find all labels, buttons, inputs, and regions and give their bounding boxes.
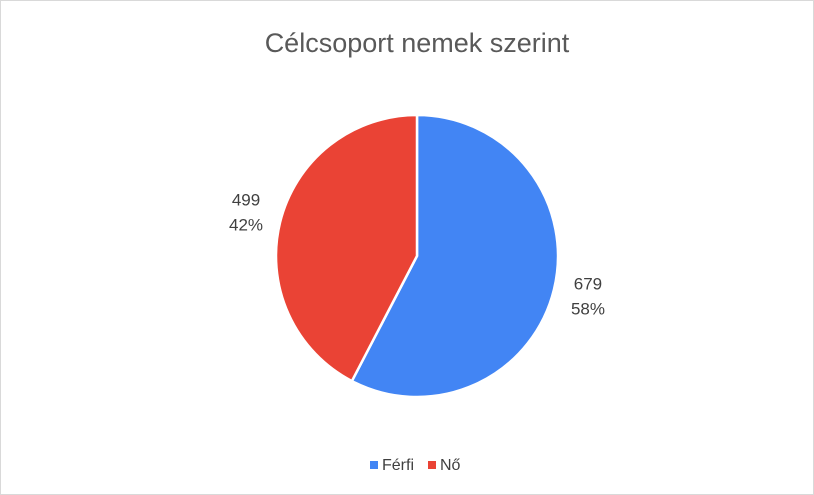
chart-title: Célcsoport nemek szerint (265, 28, 570, 58)
legend-swatch (370, 461, 378, 469)
legend-swatch (428, 461, 436, 469)
pie-slice (350, 113, 560, 399)
legend-label: Nő (440, 457, 461, 474)
data-label: 679 (574, 274, 602, 293)
percent-label: 58% (571, 299, 605, 318)
pie-slice (274, 113, 419, 383)
percent-label: 42% (229, 216, 263, 235)
data-label: 499 (232, 191, 260, 210)
legend-label: Férfi (382, 457, 414, 474)
